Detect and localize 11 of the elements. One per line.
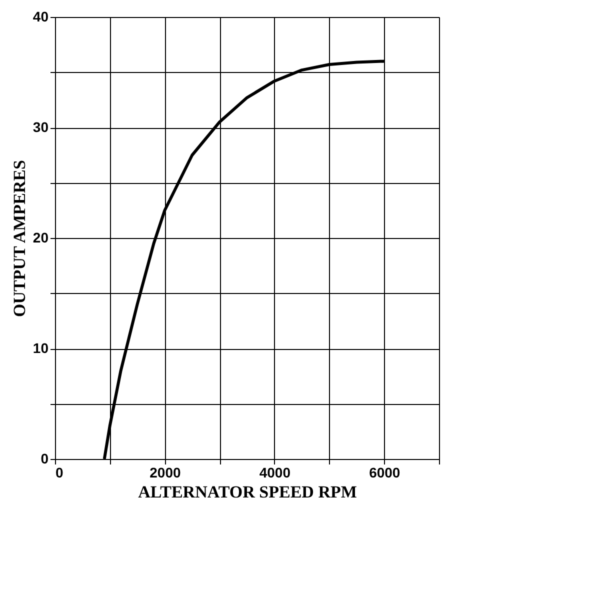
x-tick-label: 0 (56, 464, 64, 480)
x-tick-label: 2000 (150, 464, 181, 480)
y-tick-label: 40 (32, 8, 49, 24)
y-tick-label: 30 (32, 119, 49, 135)
y-tick-label: 0 (40, 450, 49, 466)
x-tick-label: 6000 (369, 464, 400, 480)
y-tick-label: 10 (32, 340, 49, 356)
x-axis-title: ALTERNATOR SPEED RPM (138, 482, 357, 502)
x-tick-label: 4000 (259, 464, 291, 480)
y-tick-label: 20 (32, 230, 49, 246)
y-axis-title: OUTPUT AMPERES (10, 160, 29, 317)
